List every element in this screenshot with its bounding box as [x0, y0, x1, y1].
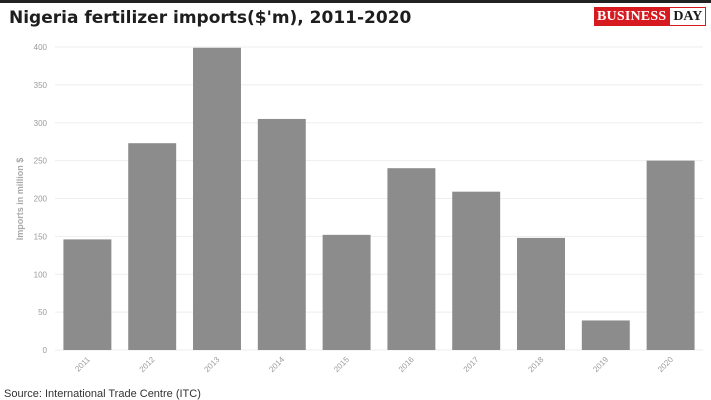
bar-2019 [581, 320, 630, 350]
x-tick-label: 2012 [138, 355, 157, 374]
y-axis-ticks: 0 50 100 150 200 250 300 350 400 [34, 43, 48, 355]
x-tick-label: 2016 [397, 355, 416, 374]
bar-2020 [646, 160, 695, 350]
x-tick-label: 2019 [591, 355, 610, 374]
x-tick-label: 2020 [656, 355, 675, 374]
business-day-logo: BUSINESS DAY [594, 7, 707, 26]
y-tick-label: 100 [34, 270, 48, 279]
y-tick-label: 50 [38, 308, 47, 317]
x-axis-ticks: 2011 2012 2013 2014 2015 2016 2017 2018 2019 2020 [73, 355, 675, 374]
x-tick-label: 2015 [332, 355, 351, 374]
chart-title: Nigeria fertilizer imports($'m), 2011-20… [9, 8, 412, 28]
bar-2018 [517, 237, 565, 350]
x-tick-label: 2011 [73, 355, 92, 374]
logo-business: BUSINESS [594, 7, 670, 26]
y-tick-label: 250 [34, 157, 48, 166]
x-tick-label: 2013 [202, 355, 221, 374]
top-rule [0, 0, 711, 3]
y-tick-label: 0 [43, 346, 48, 355]
bar-2011 [63, 239, 112, 350]
x-tick-label: 2018 [526, 355, 545, 374]
bar-2014 [257, 118, 306, 351]
bar-2013 [193, 47, 241, 350]
bar-2012 [128, 143, 177, 350]
y-tick-label: 400 [34, 43, 48, 52]
y-tick-label: 300 [34, 119, 48, 128]
logo-day: DAY [669, 7, 707, 26]
source-note: Source: International Trade Centre (ITC) [4, 388, 201, 400]
y-tick-label: 350 [34, 81, 48, 90]
bar-2017 [452, 191, 501, 350]
bars [63, 47, 695, 351]
x-tick-label: 2014 [267, 355, 286, 374]
x-tick-label: 2017 [462, 355, 481, 374]
y-tick-label: 150 [34, 232, 48, 241]
y-axis-label: Imports in million $ [15, 158, 25, 241]
y-tick-label: 200 [34, 195, 48, 204]
bar-2015 [322, 234, 371, 350]
bar-2016 [387, 168, 436, 350]
